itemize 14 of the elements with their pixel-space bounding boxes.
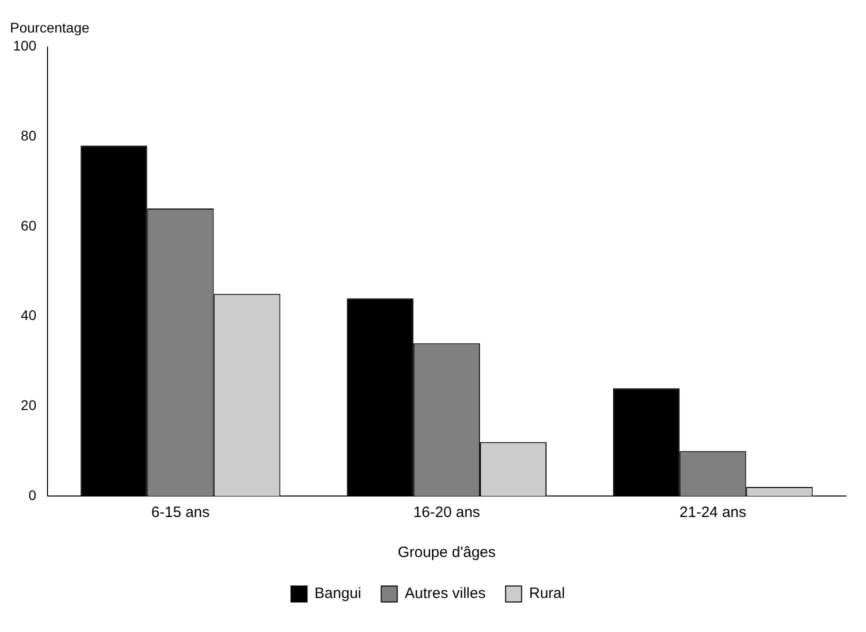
y-tick-label: 0 (28, 486, 37, 503)
y-tick-label: 100 (13, 38, 37, 54)
y-tick-label: 60 (20, 217, 37, 234)
x-tick-label: 6-15 ans (151, 504, 210, 522)
legend-label: Rural (529, 585, 565, 602)
y-axis-title: Pourcentage (10, 19, 90, 36)
legend-label: Autres villes (404, 585, 486, 602)
x-axis-title: Groupe d'âges (398, 544, 496, 562)
x-tick-label: 21-24 ans (680, 504, 746, 522)
y-tick-label: 80 (20, 128, 37, 144)
legend-label: Bangui (314, 585, 362, 602)
y-tick-label: 20 (20, 397, 37, 414)
x-tick-label: 16-20 ans (413, 504, 480, 522)
y-tick-label: 40 (20, 307, 37, 324)
